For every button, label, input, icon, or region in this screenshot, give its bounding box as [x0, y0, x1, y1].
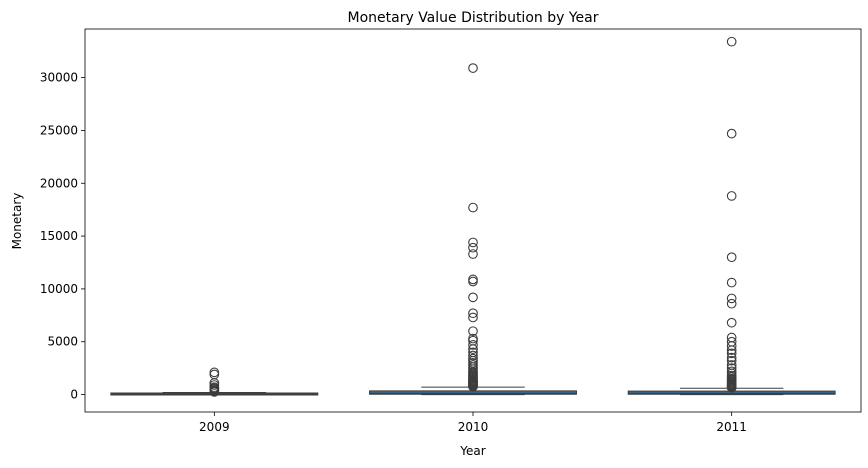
- outlier-point: [726, 348, 737, 359]
- outlier-point: [468, 350, 478, 361]
- y-tick-label: 20000: [40, 176, 78, 190]
- outlier-point: [468, 333, 478, 344]
- outlier-point: [726, 293, 737, 304]
- outlier-point: [468, 237, 478, 248]
- outlier-point: [726, 191, 737, 201]
- y-tick-label: 0: [70, 388, 78, 402]
- y-tick-label: 10000: [40, 282, 78, 296]
- y-tick-label: 30000: [40, 71, 78, 85]
- outlier-point: [726, 332, 737, 343]
- outlier-point: [726, 363, 737, 374]
- outlier-point: [726, 336, 737, 347]
- outlier-point: [209, 367, 220, 378]
- plot-frame: [84, 28, 862, 413]
- x-axis-label: Year: [459, 444, 485, 458]
- outlier-point: [726, 317, 737, 328]
- outlier-point: [468, 308, 478, 319]
- outlier-point: [468, 326, 478, 337]
- outlier-point: [468, 63, 478, 73]
- outlier-point: [468, 347, 478, 358]
- outlier-point: [726, 366, 737, 377]
- outlier-point: [468, 202, 478, 213]
- outlier-point: [726, 360, 737, 370]
- outlier-point: [726, 252, 737, 263]
- outlier-point: [726, 36, 737, 47]
- outlier-point: [726, 352, 737, 363]
- x-tick-label: 2009: [199, 420, 230, 434]
- outlier-point: [468, 312, 478, 323]
- outlier-point: [468, 242, 478, 253]
- chart-title: Monetary Value Distribution by Year: [348, 10, 599, 26]
- outlier-point: [468, 353, 478, 364]
- outlier-point: [468, 292, 478, 303]
- outlier-point: [726, 355, 737, 366]
- y-axis-label: Monetary: [10, 193, 24, 250]
- x-tick-label: 2010: [458, 420, 489, 434]
- outlier-point: [726, 277, 737, 288]
- y-tick-label: 25000: [40, 123, 78, 137]
- outlier-point: [726, 128, 737, 139]
- x-tick-label: 2011: [716, 420, 747, 434]
- y-tick-label: 15000: [40, 229, 78, 243]
- outlier-point: [726, 298, 737, 309]
- outlier-point: [468, 274, 478, 285]
- plot-area: 0 5000 10000 15000 20000 25000 30000 2009 2010 20…: [40, 36, 836, 434]
- outlier-point: [468, 340, 478, 350]
- y-tick-label: 5000: [47, 335, 78, 349]
- outlier-point: [468, 276, 478, 287]
- outlier-point: [209, 369, 220, 380]
- outlier-point: [468, 249, 478, 259]
